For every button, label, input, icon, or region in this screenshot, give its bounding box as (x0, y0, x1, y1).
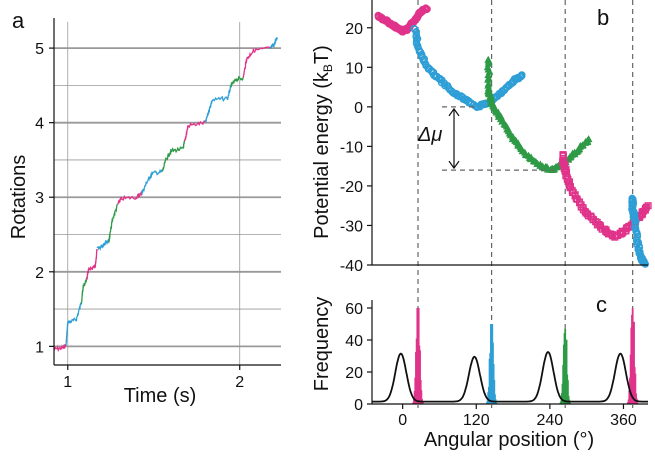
panel-b-point (420, 55, 429, 63)
panel-c-hist-bar (419, 350, 421, 404)
panel-c-x-tick-label: 0 (398, 412, 407, 429)
panel-a-trace-segment (242, 46, 272, 78)
panel-b-y-tick-label: -30 (340, 218, 363, 235)
panel-c-letter: c (596, 292, 607, 317)
panel-c: 0 20 40 60 0 120 240 360 c Angular position (°)… (311, 292, 648, 451)
panel-c-axes: 0 20 40 60 0 120 240 360 (345, 300, 648, 429)
panel-b-y-tick-label: 20 (345, 21, 363, 38)
delta-mu-arrowhead-top (448, 107, 460, 117)
panel-b-guides (417, 0, 634, 408)
panel-b-point (561, 167, 569, 175)
panel-c-x-tick-label: 120 (463, 412, 490, 429)
panel-a-y-axis-label: Rotations (8, 155, 30, 240)
panel-b-points (374, 4, 652, 268)
panel-b-y-tick-label: 0 (354, 100, 363, 117)
panel-b-y-tick-label: -10 (340, 139, 363, 156)
panel-c-hist-bar (636, 402, 639, 404)
panel-a-trace-segment (161, 139, 186, 172)
panel-c-y-tick-label: 20 (345, 365, 363, 382)
panel-a-trace (53, 37, 278, 353)
panel-b-point (576, 199, 584, 207)
panel-c-hist-bar (634, 373, 637, 404)
panel-a-x-axis-label: Time (s) (124, 385, 197, 407)
panel-c-hist-bar (493, 380, 496, 404)
panel-a-y-tick-label: 1 (35, 339, 44, 356)
panel-a-y-tick-label: 3 (35, 190, 44, 207)
panel-c-x-tick-label: 360 (610, 412, 637, 429)
panel-b-point (422, 4, 430, 12)
panel-b-point (631, 217, 640, 225)
panel-c-hist-bar (565, 339, 568, 404)
panel-b-point (584, 135, 593, 143)
panel-a-trace-segment (65, 301, 83, 346)
panel-a-y-tick-label: 4 (35, 116, 44, 133)
panel-a-x-tick-label: 2 (235, 374, 244, 391)
panel-c-hist-bar (569, 402, 571, 404)
panel-c-curve-line (372, 350, 648, 403)
panel-a-y-tick-label: 5 (35, 41, 44, 58)
panel-c-x-tick-label: 240 (537, 412, 564, 429)
panel-c-hist-bar (566, 380, 569, 404)
panel-c-hist-bar (494, 394, 496, 404)
panel-b-point (642, 203, 650, 211)
panel-a-grid (54, 22, 281, 365)
panel-a-trace-segment (108, 203, 118, 243)
panel-a-y-tick-label: 2 (35, 265, 44, 282)
panel-a-trace-segment (86, 248, 98, 280)
panel-a-axes: 1 2 3 4 5 1 2 (35, 18, 281, 391)
panel-a-trace-segment (230, 75, 244, 88)
panel-a-trace-segment (117, 190, 143, 205)
panel-a-trace-segment (141, 168, 163, 195)
panel-c-y-tick-label: 0 (354, 397, 363, 414)
panel-b-point (640, 259, 649, 267)
panel-b-y-tick-label: -40 (340, 258, 363, 275)
panel-c-y-tick-label: 40 (345, 333, 363, 350)
delta-mu-label: Δμ (417, 124, 442, 146)
panel-b-axes: 20 10 0 -10 -20 -30 -40 (340, 0, 648, 275)
panel-a-trace-segment (204, 84, 232, 123)
panel-c-curve (372, 350, 648, 403)
panel-b-point (641, 260, 650, 268)
panel-b-letter: b (597, 5, 609, 30)
panel-b-point (518, 72, 526, 80)
panel-a-trace-segment (53, 343, 67, 353)
panel-c-y-axis-label: Frequency (311, 297, 333, 392)
panel-c-x-axis-label: Angular position (°) (424, 429, 594, 451)
delta-mu-arrowhead-bottom (448, 160, 460, 170)
panel-a-trace-segment (96, 238, 110, 252)
panel-a-x-tick-label: 1 (63, 374, 72, 391)
panel-a-trace-segment (270, 37, 278, 49)
panel-a-trace-segment (80, 277, 88, 304)
panel-b-point (644, 202, 652, 210)
panel-c-hist-bar (420, 390, 423, 404)
panel-b-point (423, 5, 431, 13)
panel-a-letter: a (12, 8, 25, 33)
panel-b-delta-mu (442, 106, 560, 171)
panel-c-hist-bar (421, 402, 424, 404)
panel-b-y-tick-label: -20 (340, 179, 363, 196)
panel-c-histograms (412, 308, 639, 404)
panel-c-y-tick-label: 60 (345, 301, 363, 318)
panel-b: 20 10 0 -10 -20 -30 -40 b Δμ Potential energy … (311, 0, 652, 408)
panel-a-trace-segment (184, 119, 206, 142)
panel-c-hist-bar (633, 321, 635, 404)
panel-a: 1 2 3 4 5 1 2 a Time (s) Rotations (8, 8, 281, 407)
panel-b-y-tick-label: 10 (345, 60, 363, 77)
panel-b-y-axis-label: Potential energy (kBT) (311, 45, 335, 239)
